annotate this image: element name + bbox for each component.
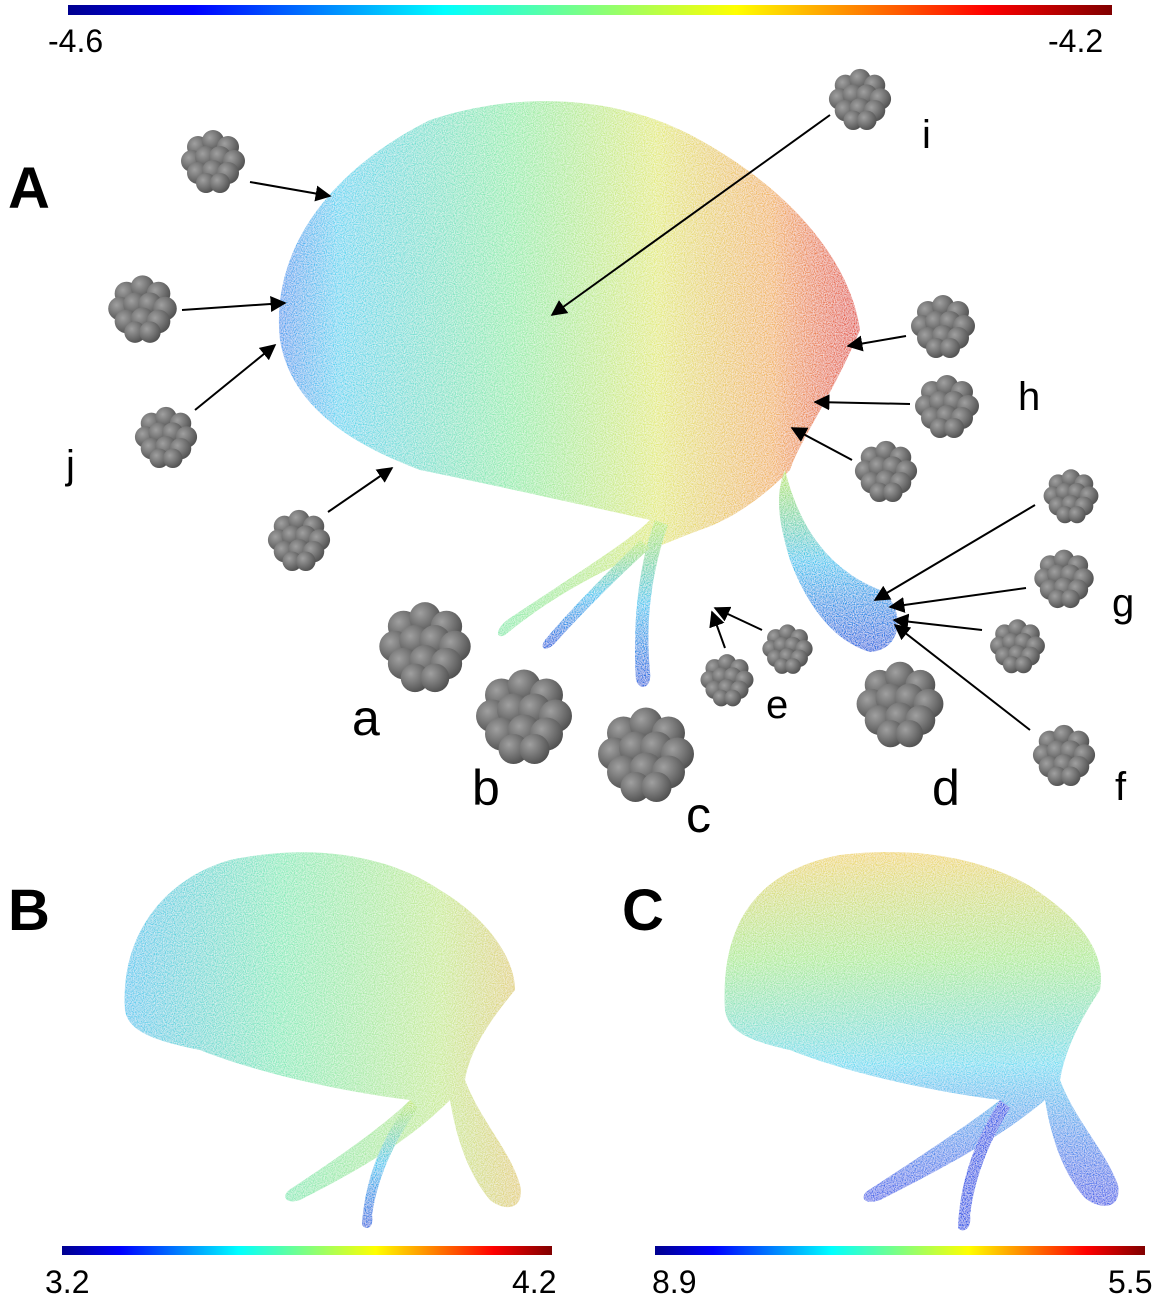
annotation: h xyxy=(1018,375,1040,419)
panel-label: B xyxy=(8,878,50,943)
annotation: a xyxy=(352,690,380,746)
panel-label: C xyxy=(622,878,664,943)
scatter-cloud xyxy=(124,852,521,1229)
annotation: i xyxy=(922,113,931,157)
colorbar-max-label: -4.2 xyxy=(1048,23,1103,59)
arrows xyxy=(181,114,1036,731)
scatter-cloud xyxy=(278,101,898,687)
colorbar xyxy=(62,1246,552,1255)
colorbar xyxy=(68,5,1112,15)
panel-label: A xyxy=(8,156,50,221)
colorbar xyxy=(655,1246,1145,1255)
scatter-cloud xyxy=(724,852,1119,1231)
colorbar-min-label: 8.9 xyxy=(652,1264,696,1300)
colorbar-max-label: 4.2 xyxy=(512,1264,556,1300)
annotation: d xyxy=(932,760,960,816)
annotation: f xyxy=(1115,765,1127,809)
colorbar-min-label: 3.2 xyxy=(45,1264,89,1300)
annotation: b xyxy=(472,760,500,816)
annotation: j xyxy=(65,443,75,487)
annotation: e xyxy=(766,683,788,727)
annotation: g xyxy=(1112,581,1134,625)
annotation: c xyxy=(686,787,711,843)
colorbar-min-label: -4.6 xyxy=(48,23,103,59)
colorbar-max-label: 5.5 xyxy=(1108,1264,1152,1300)
